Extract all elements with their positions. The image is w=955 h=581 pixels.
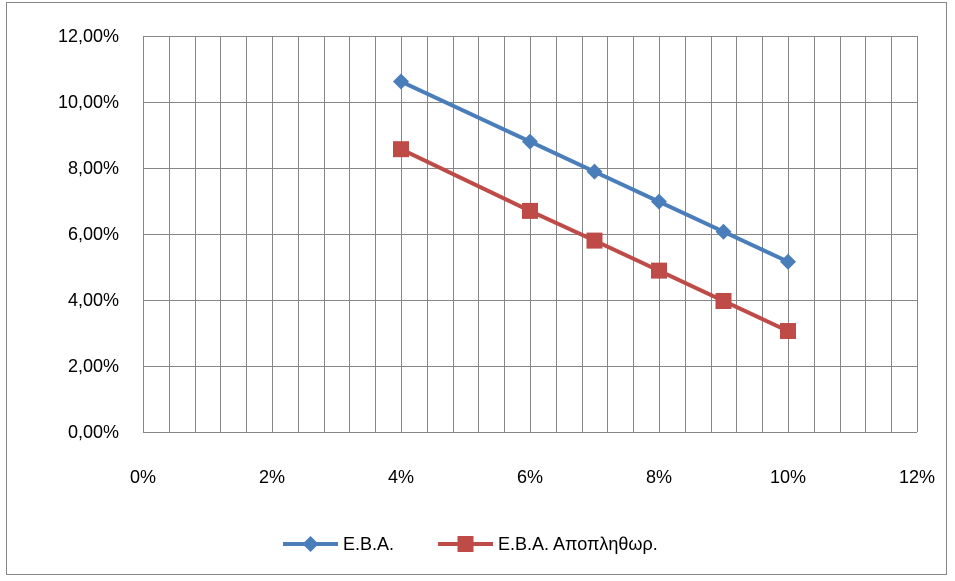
x-tick-label: 10% bbox=[770, 467, 806, 487]
data-point bbox=[651, 262, 667, 279]
data-point bbox=[780, 323, 796, 340]
x-tick-label: 12% bbox=[899, 467, 935, 487]
legend-marker bbox=[302, 536, 319, 552]
legend-marker bbox=[457, 536, 474, 552]
data-point bbox=[522, 133, 538, 150]
y-tick-label: 0,00% bbox=[68, 422, 119, 442]
legend-label: Ε.Β.Α. Αποπληθωρ. bbox=[498, 534, 658, 554]
series-1 bbox=[393, 73, 796, 270]
x-tick-label: 6% bbox=[517, 467, 543, 487]
data-point bbox=[780, 253, 796, 270]
data-point bbox=[715, 223, 732, 240]
data-point bbox=[715, 292, 732, 309]
legend: Ε.Β.Α. Ε.Β.Α. Αποπληθωρ. bbox=[283, 534, 658, 554]
y-tick-label: 8,00% bbox=[68, 158, 119, 178]
gridlines bbox=[143, 36, 918, 433]
legend-label: Ε.Β.Α. bbox=[343, 534, 394, 554]
data-point bbox=[651, 193, 667, 210]
y-tick-label: 4,00% bbox=[68, 290, 119, 310]
data-point bbox=[522, 202, 538, 219]
data-point bbox=[393, 73, 409, 90]
y-tick-label: 10,00% bbox=[58, 92, 119, 112]
series-2 bbox=[393, 141, 796, 340]
data-point bbox=[393, 141, 409, 158]
data-point bbox=[586, 163, 603, 180]
x-tick-label: 0% bbox=[130, 467, 156, 487]
series-line bbox=[399, 147, 790, 334]
y-tick-label: 2,00% bbox=[68, 356, 119, 376]
x-tick-label: 4% bbox=[388, 467, 414, 487]
series-layer bbox=[393, 73, 796, 340]
legend-item-1: Ε.Β.Α. bbox=[283, 534, 394, 554]
data-point bbox=[586, 232, 603, 249]
x-tick-label: 8% bbox=[646, 467, 672, 487]
y-tick-label: 12,00% bbox=[58, 26, 119, 46]
legend-item-2: Ε.Β.Α. Αποπληθωρ. bbox=[438, 534, 658, 554]
series-line bbox=[399, 79, 790, 264]
tick-labels: 0,00% 2,00% 4,00% 6,00% 8,00% 10,00% 12,00% 0% 2… bbox=[58, 26, 935, 487]
x-tick-label: 2% bbox=[259, 467, 285, 487]
y-tick-label: 6,00% bbox=[68, 224, 119, 244]
